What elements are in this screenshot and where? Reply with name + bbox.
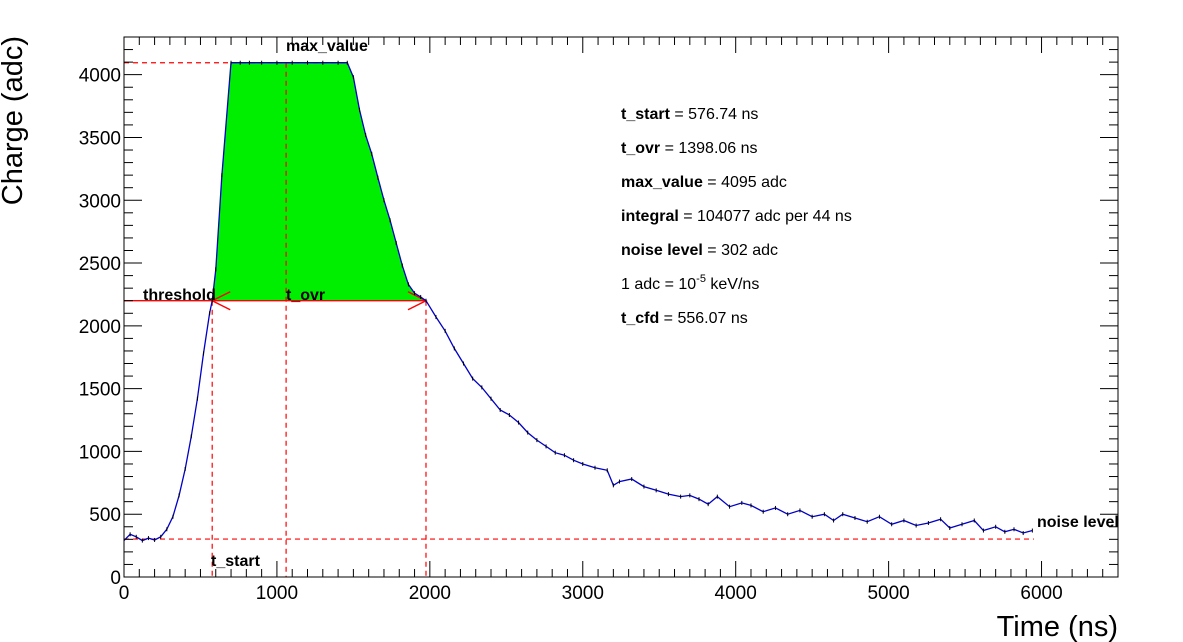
y-tick-label: 500 xyxy=(89,505,121,526)
x-tick-label: 3000 xyxy=(562,583,604,604)
noise-level-label: noise level xyxy=(1037,514,1119,531)
stats-line: integral = 104077 adc per 44 ns xyxy=(621,208,852,225)
stats-line: t_ovr = 1398.06 ns xyxy=(621,140,758,157)
x-tick-label: 0 xyxy=(119,583,130,604)
max-value-label: max_value xyxy=(286,38,368,55)
stats-value: 1 adc = 10 xyxy=(621,276,696,293)
stats-key: noise level xyxy=(621,242,703,259)
stats-line: max_value = 4095 adc xyxy=(621,174,787,191)
stats-key: integral xyxy=(621,208,679,225)
stats-key: t_ovr xyxy=(621,140,660,157)
t-ovr-label: t_ovr xyxy=(286,287,325,304)
threshold-label: threshold xyxy=(143,287,216,304)
y-tick-label: 2500 xyxy=(79,254,121,275)
stats-box: t_start = 576.74 ns t_ovr = 1398.06 ns max… xyxy=(621,106,852,327)
y-tick-label: 0 xyxy=(110,568,121,589)
stats-key: t_cfd xyxy=(621,310,659,327)
stats-value: = 104077 adc per 44 ns xyxy=(679,208,852,225)
y-axis-title: Charge (adc) xyxy=(0,36,29,205)
stats-line: t_start = 576.74 ns xyxy=(621,106,758,123)
stats-unit: keV/ns xyxy=(706,276,759,293)
stats-value: = 302 adc xyxy=(703,242,778,259)
x-tick-label: 5000 xyxy=(867,583,909,604)
y-tick-label: 1000 xyxy=(79,442,121,463)
y-tick-label: 1500 xyxy=(79,380,121,401)
stats-key: t_start xyxy=(621,106,671,123)
stats-value: = 1398.06 ns xyxy=(660,140,757,157)
fill-layer xyxy=(212,62,426,301)
line-layer xyxy=(123,60,1033,543)
y-tick-label: 4000 xyxy=(79,66,121,87)
over-threshold-area xyxy=(212,62,426,301)
x-tick-label: 6000 xyxy=(1020,583,1062,604)
stats-line: t_cfd = 556.07 ns xyxy=(621,310,748,327)
y-tick-label: 3000 xyxy=(79,191,121,212)
stats-key: max_value xyxy=(621,174,703,191)
x-tick-label: 4000 xyxy=(715,583,757,604)
x-axis-title: Time (ns) xyxy=(997,611,1118,642)
t-start-label: t_start xyxy=(211,553,261,570)
stats-value: = 556.07 ns xyxy=(659,310,748,327)
plot-frame xyxy=(123,36,1119,578)
y-tick-label: 3500 xyxy=(79,128,121,149)
stats-line: noise level = 302 adc xyxy=(621,242,778,259)
stats-value: = 4095 adc xyxy=(703,174,787,191)
stats-superscript: -5 xyxy=(696,273,706,285)
stats-value: = 576.74 ns xyxy=(670,106,759,123)
y-tick-label: 2000 xyxy=(79,317,121,338)
stats-line: 1 adc = 10-5 keV/ns xyxy=(621,273,759,293)
x-tick-label: 1000 xyxy=(256,583,298,604)
x-tick-label: 2000 xyxy=(409,583,451,604)
axis-layer: 0 1000 2000 3000 4000 5000 6000 0 500 1000 1500 200… xyxy=(79,36,1119,604)
